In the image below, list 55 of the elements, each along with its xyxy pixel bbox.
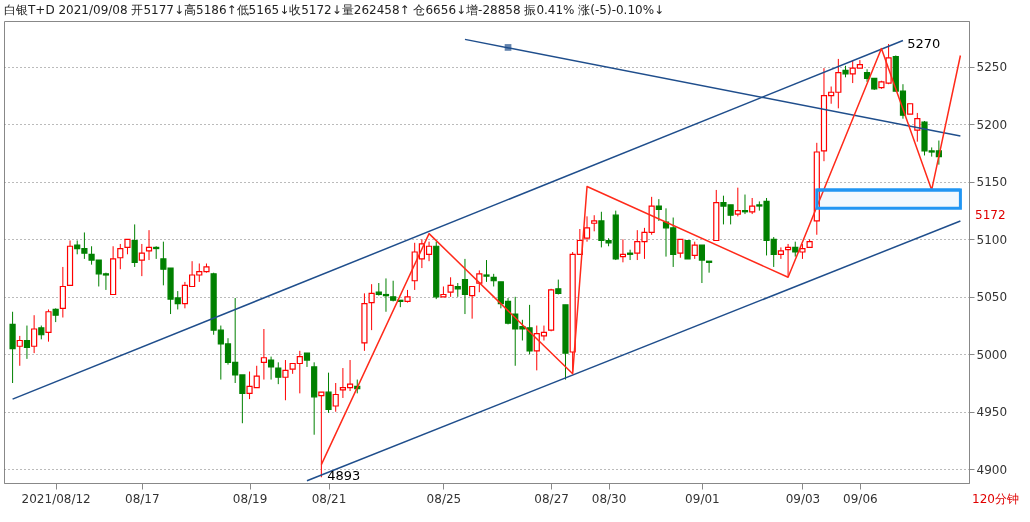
candlestick: [741, 194, 749, 215]
candlestick: [627, 249, 634, 261]
chart-title: 白银T+D 2021/09/08 开5177↓高5186↑低5165↓收5172↓量262458↑ 仓6656↓增-28858 振0.41% 涨(-5)-0.10%↓: [4, 3, 665, 17]
candlestick: [117, 243, 124, 270]
y-tick-label: 4900: [976, 462, 1008, 477]
text: 5172: [975, 208, 1006, 223]
y-tick-label: 5150: [976, 175, 1008, 190]
candlestick: [619, 238, 627, 263]
candlestick: [138, 243, 145, 277]
candlestick: [332, 382, 339, 413]
candlestick: [705, 260, 713, 274]
candlestick: [260, 328, 268, 381]
x-tick-label: 08/25: [426, 491, 462, 506]
candlestick: [145, 229, 153, 261]
y-tick-label: 5250: [976, 60, 1008, 75]
x-tick-label: 08/19: [232, 491, 268, 506]
candlestick: [325, 372, 332, 414]
candlestick: [368, 283, 375, 331]
annotation: 5270: [907, 36, 941, 52]
candlestick: [483, 259, 490, 283]
candlestick: [476, 269, 483, 293]
y-tick-label: 4950: [976, 405, 1008, 420]
candlestick: [469, 285, 476, 320]
x-tick-label: 08/21: [311, 491, 347, 506]
x-tick-label: 08/17: [125, 491, 160, 506]
candlestick: [282, 359, 289, 401]
candlestick: [59, 266, 66, 319]
candlestick: [45, 308, 52, 343]
candlestick: [31, 314, 38, 354]
y-tick-label: 5000: [976, 347, 1008, 362]
y-tick-label: 5100: [976, 232, 1008, 247]
candlestick: [777, 246, 784, 260]
annotation: 4893: [327, 468, 361, 484]
candlestick: [655, 198, 662, 222]
y-tick-label: 5200: [976, 117, 1008, 132]
candlestick: [23, 325, 31, 360]
candlestick: [526, 304, 533, 355]
x-tick-label: 09/03: [785, 491, 821, 506]
candlestick: [16, 335, 23, 367]
x-tick-label: 09/06: [843, 491, 878, 506]
x-tick-label: 08/30: [591, 491, 627, 506]
x-tick-label: 08/27: [534, 491, 569, 506]
x-tick-label: 09/01: [685, 491, 720, 506]
line-series: [320, 47, 962, 466]
candlestick: [684, 239, 691, 260]
candlestick: [131, 223, 138, 268]
candlestick: [447, 276, 454, 298]
text: 120分钟: [972, 492, 1019, 506]
candlestick: [583, 215, 591, 243]
candlestick: [784, 243, 792, 277]
y-tick-label: 5050: [976, 290, 1008, 305]
candlestick: [698, 244, 706, 284]
candlestick: [734, 187, 741, 217]
candlestick: [677, 238, 684, 259]
x-tick-label: 2021/08/12: [21, 491, 91, 506]
